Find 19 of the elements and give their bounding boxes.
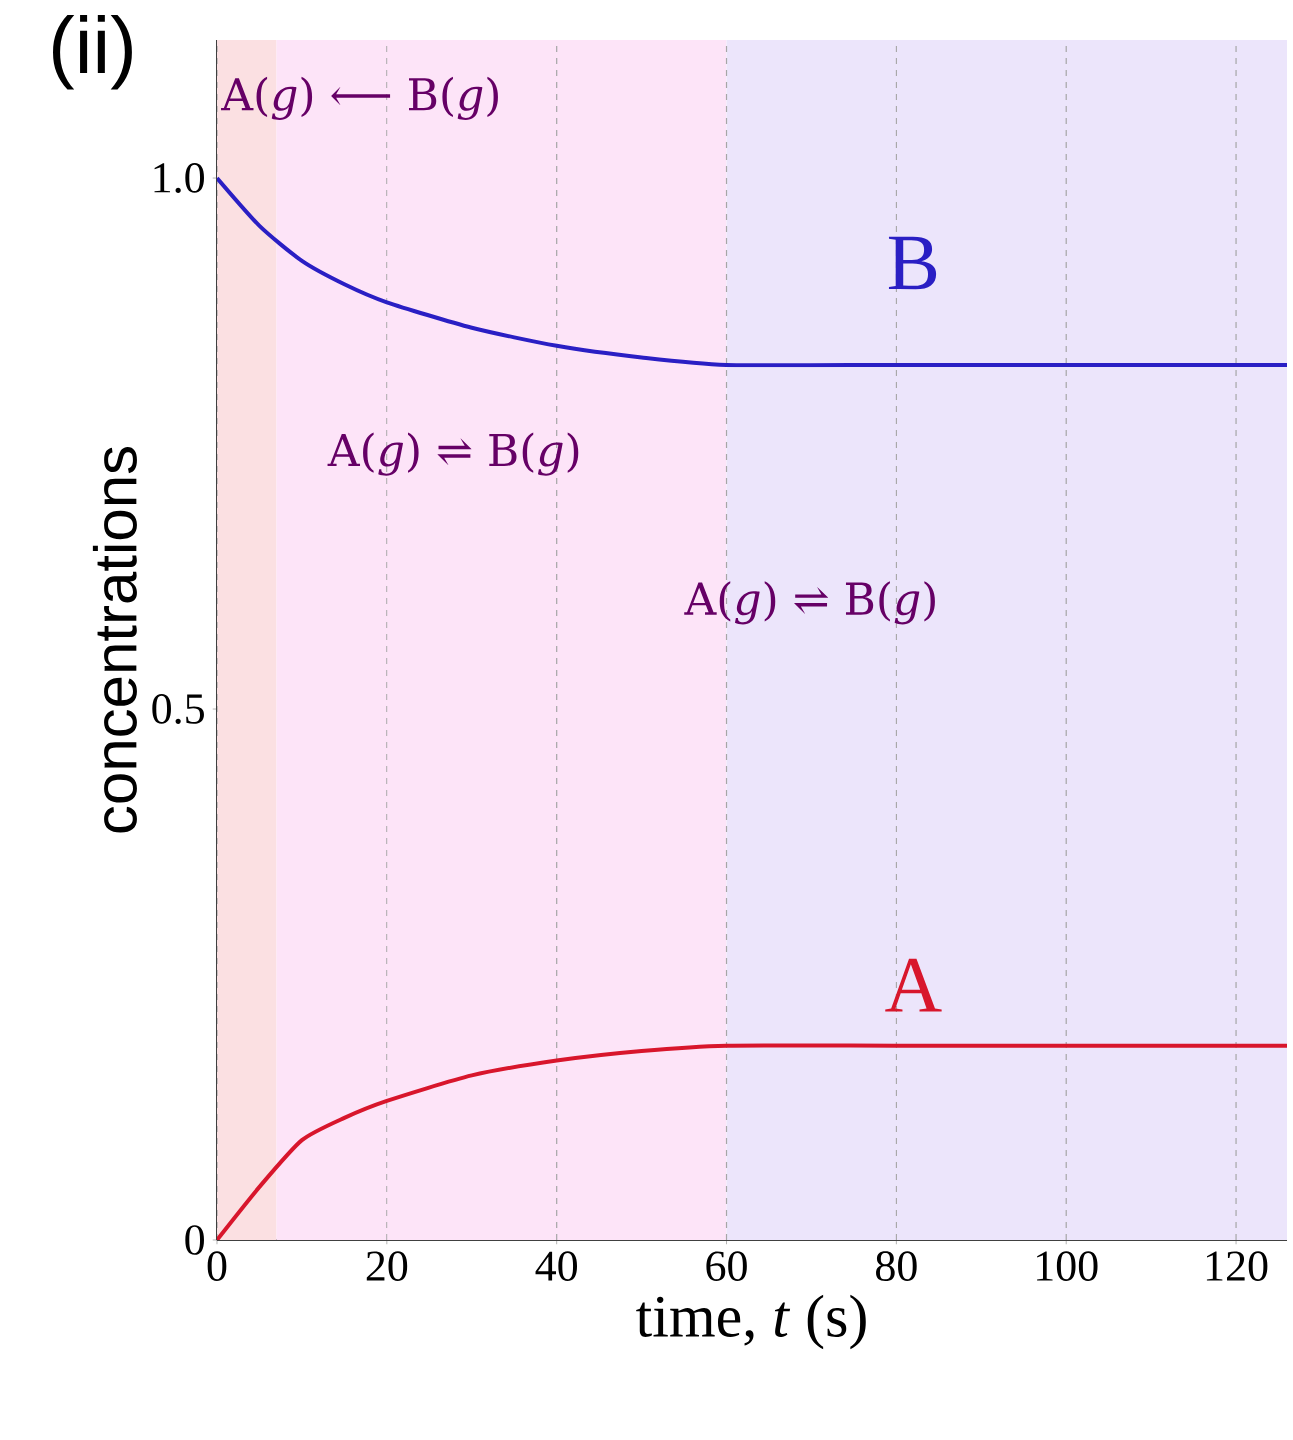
y-tick-label: 0.5 — [152, 694, 204, 724]
series-label: B — [888, 236, 937, 290]
x-tick-label: 100 — [1037, 1251, 1098, 1282]
annotation: A(g) ⇌ B(g) — [327, 432, 579, 476]
annotation: A(g) ⟵ B(g) — [221, 76, 498, 121]
chart-title: (ii) — [53, 15, 132, 90]
x-tick-label: 60 — [706, 1251, 747, 1282]
x-tick-label: 40 — [535, 1251, 578, 1282]
series-label: A — [885, 958, 942, 1012]
x-tick-label: 0 — [207, 1251, 227, 1282]
x-axis-title: time, t (s) — [636, 1294, 866, 1350]
x-tick-label: 80 — [876, 1251, 917, 1282]
y-tick-label: 1.0 — [154, 163, 204, 193]
x-tick-label: 120 — [1206, 1251, 1268, 1282]
y-axis-title: concentrations — [92, 447, 137, 833]
x-tick-label: 20 — [366, 1251, 408, 1282]
y-tick-label: 0 — [185, 1225, 204, 1255]
annotation: A(g) ⇌ B(g) — [684, 581, 935, 625]
line-series — [217, 176, 1288, 368]
